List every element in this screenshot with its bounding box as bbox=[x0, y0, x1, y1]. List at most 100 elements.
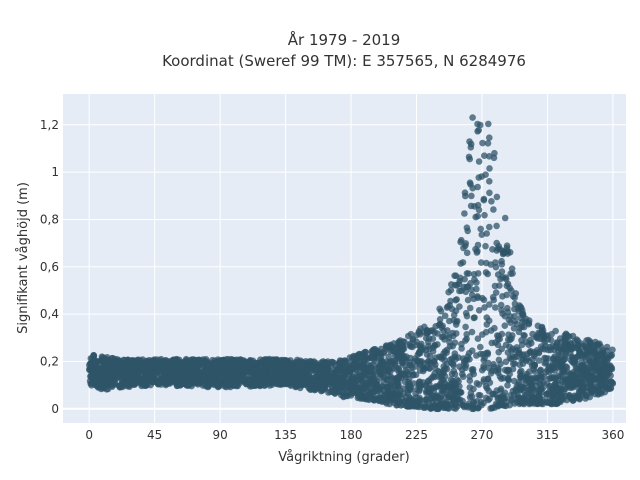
data-point bbox=[482, 383, 490, 390]
data-point bbox=[109, 354, 116, 362]
data-point bbox=[474, 241, 482, 249]
data-point bbox=[260, 374, 268, 382]
data-point bbox=[432, 354, 440, 362]
data-point bbox=[547, 336, 555, 344]
data-point bbox=[527, 396, 534, 404]
data-point bbox=[444, 327, 451, 334]
data-point bbox=[445, 334, 453, 341]
data-point bbox=[525, 319, 533, 327]
data-point bbox=[493, 193, 501, 201]
y-axis-label: Signifikant våghöjd (m) bbox=[16, 182, 31, 334]
data-point bbox=[162, 360, 170, 368]
x-axis-label: Vågriktning (grader) bbox=[278, 450, 409, 465]
x-tick-label: 225 bbox=[405, 428, 428, 442]
data-point bbox=[156, 364, 164, 371]
data-point bbox=[406, 361, 413, 369]
data-point bbox=[378, 398, 386, 405]
data-point bbox=[252, 377, 259, 384]
data-point bbox=[551, 388, 559, 396]
data-point bbox=[474, 128, 481, 135]
data-point bbox=[587, 358, 594, 365]
data-point bbox=[497, 301, 505, 309]
data-point bbox=[310, 358, 318, 365]
data-point bbox=[469, 114, 476, 121]
data-point bbox=[497, 385, 505, 393]
data-point bbox=[587, 381, 594, 389]
data-point bbox=[395, 379, 402, 387]
data-point bbox=[434, 405, 442, 412]
data-point bbox=[228, 372, 235, 380]
data-point bbox=[364, 381, 371, 389]
data-point bbox=[219, 357, 226, 364]
data-point bbox=[481, 211, 488, 219]
data-point bbox=[496, 246, 504, 253]
data-point bbox=[547, 366, 555, 374]
data-point bbox=[451, 272, 458, 280]
x-tick-label: 315 bbox=[536, 428, 559, 442]
data-point bbox=[519, 384, 527, 391]
data-point bbox=[494, 401, 501, 409]
data-point bbox=[380, 378, 387, 385]
data-point bbox=[396, 391, 404, 398]
data-point bbox=[573, 379, 580, 387]
data-point bbox=[480, 356, 488, 364]
data-point bbox=[462, 323, 469, 331]
data-point bbox=[429, 373, 437, 380]
data-point bbox=[603, 370, 611, 377]
data-point bbox=[422, 381, 430, 389]
data-point bbox=[166, 370, 173, 377]
data-point bbox=[259, 380, 266, 387]
data-point bbox=[197, 357, 204, 364]
data-point bbox=[109, 379, 117, 387]
data-point bbox=[576, 388, 583, 396]
data-point bbox=[331, 373, 338, 381]
data-point bbox=[140, 367, 147, 375]
data-point bbox=[422, 400, 429, 408]
data-point bbox=[532, 377, 540, 385]
data-point bbox=[582, 345, 589, 352]
data-point bbox=[479, 294, 486, 302]
x-tick-label: 45 bbox=[147, 428, 162, 442]
data-point bbox=[387, 348, 394, 355]
data-point bbox=[596, 368, 604, 376]
data-point bbox=[397, 342, 404, 349]
data-point bbox=[504, 349, 512, 356]
data-point bbox=[531, 350, 539, 358]
data-point bbox=[485, 120, 492, 128]
data-point bbox=[440, 363, 448, 370]
data-point bbox=[117, 365, 124, 373]
data-point bbox=[483, 259, 490, 267]
data-point bbox=[570, 357, 578, 364]
data-point bbox=[431, 329, 438, 336]
data-point bbox=[373, 348, 380, 355]
data-point bbox=[230, 382, 237, 389]
data-point bbox=[450, 390, 457, 398]
data-point bbox=[272, 380, 280, 388]
data-point bbox=[492, 304, 499, 311]
data-point bbox=[102, 381, 110, 389]
data-point bbox=[507, 313, 514, 320]
data-point bbox=[480, 364, 488, 372]
data-point bbox=[491, 282, 499, 290]
data-point bbox=[215, 382, 222, 389]
data-point bbox=[425, 357, 432, 365]
data-point bbox=[91, 374, 98, 381]
data-point bbox=[468, 328, 476, 336]
data-point bbox=[504, 304, 511, 312]
data-point bbox=[512, 386, 519, 393]
data-point bbox=[294, 360, 302, 368]
data-point bbox=[463, 249, 471, 257]
data-point bbox=[577, 349, 584, 357]
y-tick-label: 0,4 bbox=[40, 307, 59, 321]
data-point bbox=[283, 380, 290, 388]
data-point bbox=[461, 275, 468, 283]
data-point bbox=[486, 178, 493, 185]
data-point bbox=[196, 363, 204, 371]
data-point bbox=[462, 288, 470, 296]
x-tick-label: 180 bbox=[340, 428, 363, 442]
data-point bbox=[451, 370, 459, 378]
data-point bbox=[542, 355, 550, 362]
data-point bbox=[464, 296, 472, 304]
data-point bbox=[436, 316, 444, 323]
data-point bbox=[463, 312, 471, 320]
